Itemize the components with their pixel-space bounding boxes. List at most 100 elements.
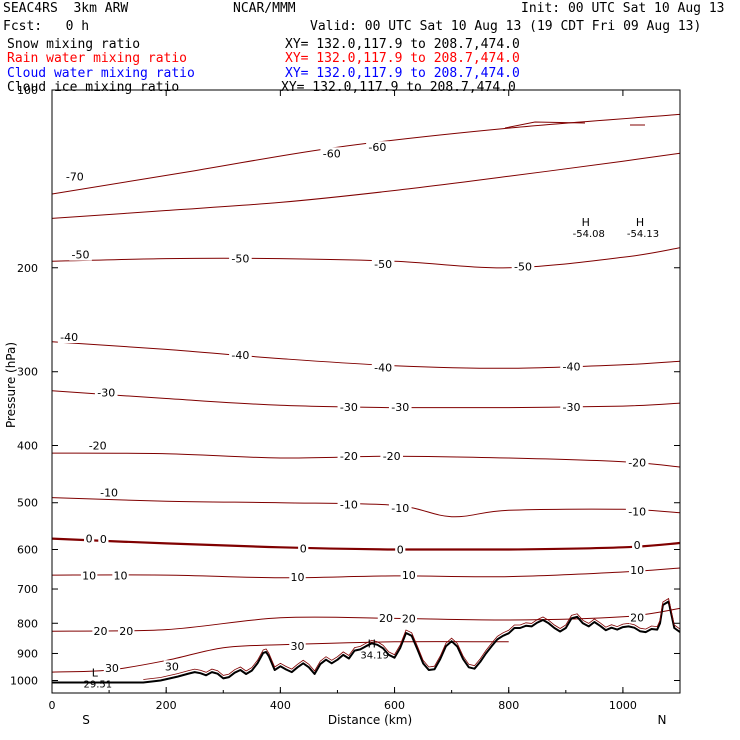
contour-label-bg (118, 624, 135, 637)
contour-label-bg (366, 141, 389, 154)
plot-area (52, 90, 680, 693)
valid-time: Valid: 00 UTC Sat 10 Aug 13 (19 CDT Fri … (310, 19, 702, 34)
north-label: N (658, 713, 667, 727)
legend-cloud-water-label: Cloud water mixing ratio (7, 66, 195, 81)
contour-label: -30 (563, 401, 581, 414)
contour-label: 0 (86, 533, 93, 546)
contour-label: -40 (374, 361, 392, 374)
x-tick-label: 1000 (609, 699, 637, 712)
forecast-hour: Fcst: 0 h (3, 19, 90, 34)
contour-label-bg (94, 386, 118, 399)
contour-label: -70 (66, 170, 84, 183)
contour-label-bg (400, 612, 418, 625)
x-tick-label: 600 (384, 699, 405, 712)
legend-cloud-ice-label: Cloud ice mixing ratio (7, 80, 180, 95)
contour-label-bg (80, 569, 98, 582)
contour-label-bg (337, 400, 361, 413)
y-axis-title: Pressure (hPa) (4, 342, 18, 428)
contour-label: -50 (231, 253, 249, 266)
closed-contour-fragment (504, 121, 586, 129)
extremum-symbol: H (636, 216, 644, 229)
contour-label-bg (632, 539, 643, 552)
contour-label: -30 (340, 401, 358, 414)
x-tick-label: 400 (270, 699, 291, 712)
contour-label-bg (388, 400, 412, 413)
legend-rain-xy: XY= 132.0,117.9 to 208.7,474.0 (285, 51, 520, 66)
contour-label: 0 (300, 543, 307, 556)
contour-label: -20 (628, 456, 646, 469)
x-tick-label: 0 (49, 699, 56, 712)
extremum-value: 29.51 (83, 680, 112, 691)
contour-label-bg (298, 542, 309, 555)
contour-label: -40 (231, 349, 249, 362)
contour-label-bg (560, 400, 583, 413)
contour-label: 20 (119, 625, 133, 638)
extremum-value: -54.13 (627, 229, 659, 240)
contour-label: 10 (82, 569, 96, 582)
legend-cloud-ice-xy: XY= 132.0,117.9 to 208.7,474.0 (281, 80, 516, 95)
contour-label-bg (320, 147, 344, 160)
contour-label: -30 (391, 401, 409, 414)
contour-label-bg (371, 257, 395, 270)
contour-label: 0 (100, 533, 107, 546)
south-label: S (82, 713, 90, 727)
contour-label: 20 (379, 612, 393, 625)
contour-label: 10 (290, 571, 304, 584)
contour-label: 20 (402, 612, 416, 625)
contour-label: 30 (105, 662, 119, 675)
contour-label: 0 (634, 539, 641, 552)
contour-label-bg (69, 248, 92, 261)
contour-label-bg (371, 361, 395, 374)
y-tick-label: 600 (17, 543, 38, 556)
contour-label: 10 (630, 564, 644, 577)
org-label: NCAR/MMM (233, 1, 296, 16)
contour-label: 30 (165, 660, 179, 673)
legend-rain-label: Rain water mixing ratio (7, 51, 188, 66)
plot-frame (51, 89, 681, 694)
x-axis-title: Distance (km) (328, 713, 412, 727)
isotherm-line (51, 537, 681, 551)
y-tick-label-top: 100 (17, 84, 38, 97)
contour-label-bg (163, 660, 181, 673)
contour-label-bg (625, 505, 649, 518)
contour-label: -10 (100, 486, 118, 499)
contour-label-bg (92, 624, 109, 637)
contour-label: 20 (94, 625, 108, 638)
terrain-profile (52, 600, 681, 684)
contour-label: -50 (72, 249, 90, 262)
contour-label: 10 (402, 569, 416, 582)
contour-label-bg (97, 486, 121, 499)
extremum-value: -54.08 (573, 229, 605, 240)
contour-label-bg (337, 450, 361, 463)
contour-label-bg (84, 532, 95, 545)
contour-labels: -70 -60 -60 -50 -50 -50 -50 -40 -40 -40 -40 -30 -30 -… (57, 141, 649, 675)
contour-label-bg (511, 260, 535, 273)
contour-label-bg (380, 450, 403, 463)
contour-label-bg (57, 331, 81, 344)
extremum-symbol: H (368, 638, 376, 651)
contour-label-bg (229, 348, 252, 361)
extremum-symbol: L (92, 667, 99, 680)
isotherm-line (51, 152, 681, 219)
contour-label-bg (377, 612, 395, 625)
contour-label: -60 (368, 141, 386, 154)
y-tick-label: 500 (17, 497, 38, 510)
legend-cloud-water-xy: XY= 132.0,117.9 to 208.7,474.0 (285, 66, 520, 81)
contour-label: 0 (397, 543, 404, 556)
contour-label: -10 (391, 502, 409, 515)
contour-label-bg (560, 360, 583, 373)
contour-label: -40 (60, 331, 78, 344)
init-time: Init: 00 UTC Sat 10 Aug 13 (521, 1, 725, 16)
contour-label: -50 (514, 260, 532, 273)
contour-label: 10 (114, 569, 128, 582)
contour-label: -40 (563, 361, 581, 374)
contour-label-bg (625, 456, 649, 469)
contour-label-bg (112, 569, 129, 582)
contour-label: -60 (323, 147, 341, 160)
contour-label-bg (289, 639, 306, 652)
contour-label-bg (86, 439, 109, 452)
axes: 0 200 400 600 800 100020030040050060070080090… (10, 84, 681, 712)
contour-label-bg (388, 501, 412, 514)
contour-label-bg (628, 564, 646, 577)
